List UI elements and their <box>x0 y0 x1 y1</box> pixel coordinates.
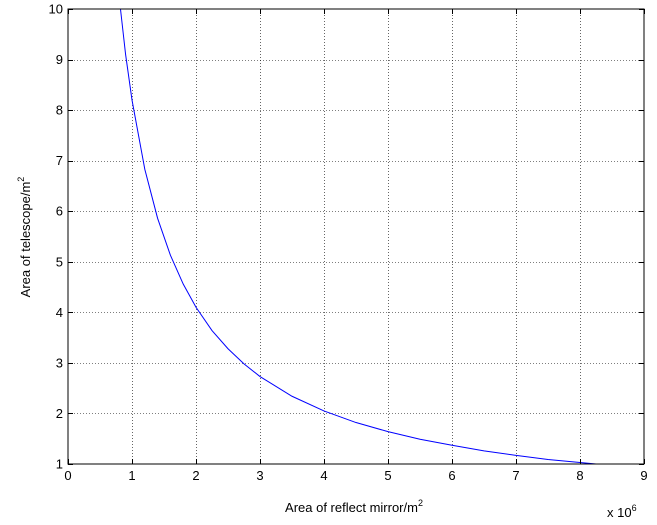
grid <box>68 9 644 464</box>
x-tick-labels: 0 1 2 3 4 5 6 7 8 9 <box>64 468 647 483</box>
y-tick-label: 9 <box>56 52 63 67</box>
ticks <box>68 9 645 465</box>
x-tick-label: 4 <box>320 468 327 483</box>
x-scale-factor-text: x 10 <box>607 505 632 520</box>
x-axis-label-text: Area of reflect mirror/m <box>285 500 418 515</box>
x-tick-label: 6 <box>448 468 455 483</box>
x-tick-label: 7 <box>512 468 519 483</box>
x-scale-factor-exponent: 6 <box>632 503 637 513</box>
x-tick-label: 0 <box>64 468 71 483</box>
y-axis-label-superscript: 2 <box>16 177 26 182</box>
x-axis-label: Area of reflect mirror/m2 <box>285 498 423 515</box>
y-tick-labels: 1 2 3 4 5 6 7 8 9 10 <box>49 2 63 472</box>
x-tick-label: 2 <box>192 468 199 483</box>
y-tick-label: 3 <box>56 355 63 370</box>
y-tick-label: 6 <box>56 204 63 219</box>
series-line <box>119 8 597 465</box>
x-scale-factor: x 106 <box>607 503 637 520</box>
y-axis-label: Area of telescope/m2 <box>16 177 33 298</box>
x-tick-label: 3 <box>256 468 263 483</box>
x-tick-label: 1 <box>128 468 135 483</box>
x-axis-label-superscript: 2 <box>418 498 423 508</box>
y-tick-label: 5 <box>56 254 63 269</box>
y-tick-label: 8 <box>56 103 63 118</box>
x-tick-label: 9 <box>640 468 647 483</box>
y-tick-label: 1 <box>56 457 63 472</box>
y-tick-label: 7 <box>56 153 63 168</box>
x-tick-label: 5 <box>384 468 391 483</box>
plot-background <box>68 9 644 464</box>
y-tick-label: 2 <box>56 406 63 421</box>
plot-frame <box>67 8 645 465</box>
y-axis-label-text: Area of telescope/m <box>18 182 33 298</box>
y-tick-label: 4 <box>56 305 63 320</box>
y-tick-label: 10 <box>49 2 63 17</box>
x-tick-label: 8 <box>576 468 583 483</box>
